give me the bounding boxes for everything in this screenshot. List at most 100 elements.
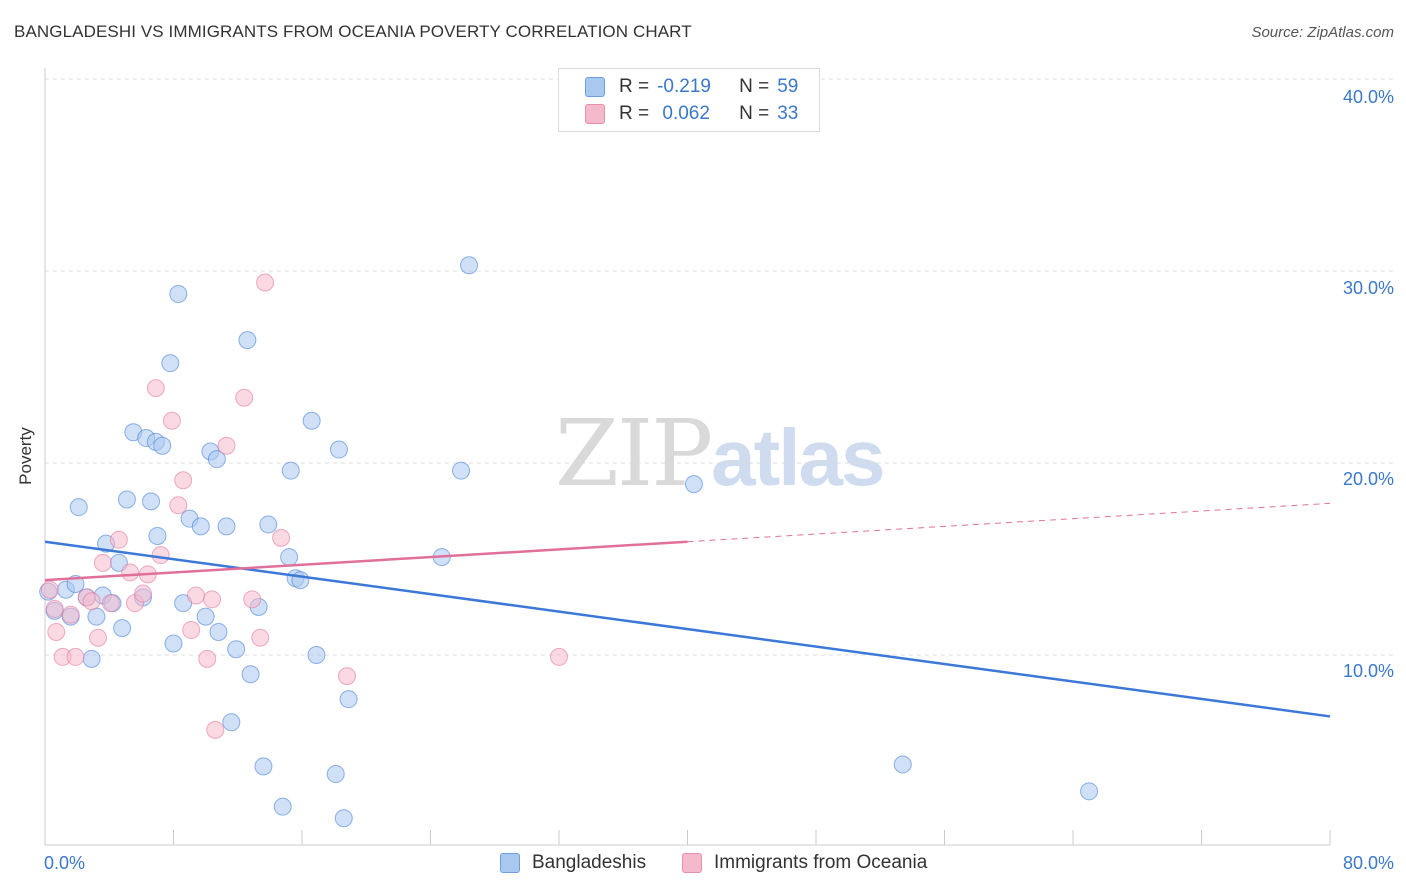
series-legend-bangladeshis: Bangladeshis [500, 852, 646, 874]
legend-r-label: R = [619, 76, 650, 97]
oceania-point-17 [151, 546, 170, 565]
oceania-point-23 [198, 649, 217, 668]
bangladeshi-point-35 [238, 331, 257, 350]
bangladeshi-point-24 [169, 285, 188, 304]
series-legend-oceania: Immigrants from Oceania [682, 852, 927, 874]
bangladeshi-point-52 [452, 461, 471, 480]
oceania-point-0 [40, 580, 59, 599]
stats-legend-row-oceania: R = 0.062 N = 33 [585, 102, 798, 126]
bangladeshi-point-49 [334, 809, 353, 828]
watermark-atlas: atlas [711, 413, 885, 502]
oceania-point-24 [203, 590, 222, 609]
series-legend-label: Immigrants from Oceania [714, 852, 928, 873]
oceania-point-18 [162, 411, 181, 430]
oceania-point-27 [235, 388, 254, 407]
bangladeshi-point-31 [209, 622, 228, 641]
bangladeshi-point-8 [87, 607, 106, 626]
y-tick-label-30: 30.0% [1342, 278, 1394, 298]
bangladeshi-point-14 [117, 490, 136, 509]
bangladeshi-point-46 [307, 646, 326, 664]
oceania-point-31 [272, 528, 291, 547]
bangladeshi-point-39 [259, 515, 278, 534]
bangladeshi-point-36 [241, 665, 260, 684]
oceania-point-22 [186, 586, 205, 605]
source-label: Source: ZipAtlas.com [1251, 24, 1394, 41]
bangladeshi-point-50 [339, 690, 358, 709]
oceania-point-2 [47, 622, 66, 641]
oceania-point-11 [109, 530, 128, 549]
bangladeshi-point-13 [113, 619, 132, 638]
bangladeshi-point-38 [254, 757, 273, 776]
oceania-point-16 [146, 379, 165, 398]
bangladeshi-point-33 [222, 713, 241, 732]
oceania-point-28 [243, 590, 262, 609]
oceania-point-32 [337, 667, 356, 686]
bangladeshi-point-27 [191, 517, 210, 536]
oceania-point-10 [101, 594, 120, 613]
oceania-point-1 [45, 599, 64, 618]
bangladeshi-point-18 [142, 492, 161, 511]
bangladeshi-point-7 [82, 649, 101, 668]
x-tick-label-min: 0.0% [44, 853, 86, 873]
bangladeshi-point-48 [326, 765, 345, 784]
bangladeshi-point-5 [69, 498, 88, 517]
oceania-point-33 [550, 647, 568, 666]
oceania-point-20 [174, 471, 193, 490]
bangladeshi-point-55 [893, 755, 912, 774]
legend-swatch-oceania [585, 104, 605, 124]
series-legend: Bangladeshis Immigrants from Oceania [0, 852, 1406, 878]
bangladeshi-point-45 [302, 411, 321, 430]
bangladeshi-point-53 [460, 256, 479, 275]
oceania-point-5 [66, 647, 85, 666]
y-tick-label-40: 40.0% [1342, 87, 1394, 107]
series-legend-label: Bangladeshis [532, 852, 647, 873]
bangladeshi-point-40 [273, 797, 292, 816]
bangladeshi-point-20 [148, 526, 167, 545]
oceania-point-14 [133, 584, 152, 603]
bangladeshi-point-34 [227, 640, 246, 659]
bangladeshi-point-44 [291, 571, 310, 590]
oceania-point-7 [82, 592, 101, 611]
oceania-point-8 [89, 628, 108, 647]
oceania-trend-line-dashed [687, 502, 1331, 543]
y-tick-label-10: 10.0% [1342, 661, 1394, 681]
bangladeshi-point-21 [153, 436, 172, 455]
bangladeshi-point-30 [207, 450, 226, 469]
legend-n-value: 33 [777, 103, 799, 124]
oceania-point-26 [217, 436, 236, 455]
legend-r-value: -0.219 [657, 76, 711, 97]
oceania-point-9 [93, 553, 112, 572]
stats-legend-row-bangladeshi: R = -0.219 N = 59 [585, 75, 798, 99]
bangladeshi-point-54 [684, 475, 703, 494]
bangladeshi-point-23 [164, 634, 183, 653]
oceania-point-30 [256, 273, 275, 292]
legend-r-label: R = [619, 103, 650, 124]
y-axis-label: Poverty [16, 427, 35, 485]
bangladeshi-point-42 [281, 461, 300, 480]
bangladeshi-point-56 [1080, 782, 1099, 801]
oceania-point-29 [251, 628, 270, 647]
series-swatch-bangladeshis [500, 853, 520, 873]
bangladeshi-point-41 [280, 548, 299, 567]
legend-n-label: N = [739, 103, 770, 124]
bangladeshi-point-47 [329, 440, 348, 459]
legend-r-value: 0.062 [657, 103, 710, 124]
bangladeshi-point-32 [217, 517, 236, 536]
y-tick-label-20: 20.0% [1342, 469, 1394, 489]
oceania-point-25 [206, 720, 225, 739]
legend-swatch-bangladeshi [585, 77, 605, 97]
x-tick-label-max: 80.0% [1342, 853, 1394, 873]
legend-n-value: 59 [777, 76, 799, 97]
oceania-trend-line [44, 540, 688, 582]
oceania-point-4 [61, 605, 80, 624]
bangladeshi-point-28 [196, 607, 215, 626]
oceania-point-19 [169, 496, 188, 515]
chart-title: BANGLADESHI VS IMMIGRANTS FROM OCEANIA P… [14, 22, 692, 41]
oceania-point-21 [182, 621, 201, 640]
stats-legend: R = -0.219 N = 59 R = 0.062 N = 33 [558, 68, 820, 132]
bangladeshi-point-22 [161, 354, 180, 373]
bangladeshi-trend-line [44, 540, 1331, 718]
series-swatch-oceania [682, 853, 702, 873]
legend-n-label: N = [739, 76, 770, 97]
